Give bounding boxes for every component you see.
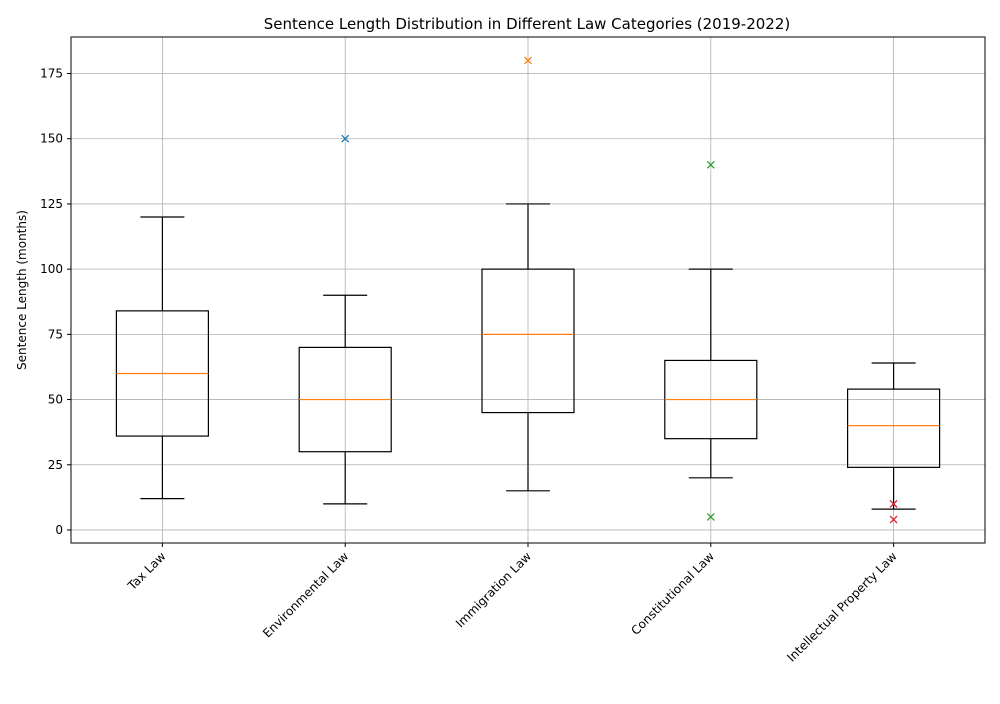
outlier-marker	[524, 56, 532, 65]
iqr-box	[846, 388, 941, 468]
box-group	[115, 216, 210, 500]
outlier-stroke	[341, 134, 350, 143]
outlier-marker	[706, 512, 715, 521]
outlier-stroke	[706, 512, 715, 521]
iqr-box	[481, 268, 575, 414]
x-tick-label: Immigration Law	[453, 549, 534, 630]
y-tick-label: 175	[40, 67, 63, 81]
y-tick-label: 0	[55, 523, 63, 537]
outlier-marker	[889, 499, 898, 508]
y-tick-label: 100	[40, 262, 63, 276]
y-tick-label: 25	[48, 458, 63, 472]
y-tick-label: 50	[48, 393, 63, 407]
x-tick-label: Environmental Law	[260, 549, 351, 640]
y-axis-label: Sentence Length (months)	[15, 210, 29, 370]
outlier-stroke	[889, 515, 898, 524]
outlier-marker	[341, 134, 350, 143]
outlier-stroke	[706, 160, 715, 169]
x-tick-label: Intellectual Property Law	[784, 549, 899, 664]
outlier-marker	[706, 160, 715, 169]
box-group	[481, 56, 575, 492]
outlier-marker	[889, 515, 898, 524]
x-tick-label: Constitutional Law	[628, 549, 717, 638]
x-tick-label: Tax Law	[124, 549, 168, 593]
y-tick-label: 75	[48, 327, 63, 341]
y-tick-label: 150	[40, 132, 63, 146]
chart-title: Sentence Length Distribution in Differen…	[264, 15, 791, 33]
box-layer	[115, 56, 941, 524]
outlier-stroke	[524, 56, 532, 65]
box-group	[664, 160, 758, 521]
box-group	[846, 362, 941, 524]
outlier-stroke	[889, 499, 898, 508]
y-tick-label: 125	[40, 197, 63, 211]
axis-layer: 0 25 50 75 100 125 150 175 Tax Law Environmental …	[40, 36, 986, 665]
box-group	[298, 134, 392, 505]
